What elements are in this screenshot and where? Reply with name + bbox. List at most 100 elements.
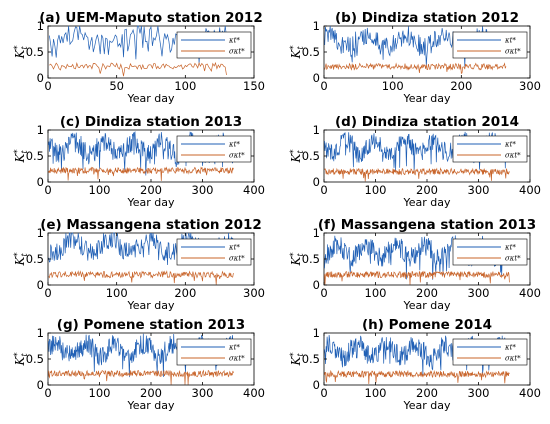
x-tick-label: 0 — [44, 286, 51, 300]
legend: κt* σκt* — [176, 338, 252, 366]
legend-box — [176, 31, 252, 59]
x-tick-label: 300 — [243, 286, 265, 300]
x-axis-label: Year day — [402, 92, 451, 105]
chart-title: (a) UEM-Maputo station 2012 — [39, 10, 262, 26]
x-tick-label: 300 — [468, 286, 490, 300]
chart-panel-5: (e) Massangena station 2012 0 100 200 300 0 0.… — [13, 217, 265, 312]
y-tick-label: 0 — [313, 175, 320, 189]
y-tick-label: 0.5 — [302, 45, 320, 59]
y-tick-label: 0.5 — [26, 352, 44, 366]
series-line-1 — [48, 130, 234, 176]
legend: κt* σκt* — [452, 238, 528, 266]
y-tick-label: 0 — [37, 71, 44, 85]
y-axis-label: K*t — [289, 353, 305, 367]
y-axis-label: K*t — [289, 46, 305, 60]
y-axis-label: K*t — [13, 46, 29, 60]
x-tick-label: 300 — [192, 386, 214, 400]
x-tick-label: 100 — [89, 183, 111, 197]
x-tick-label: 0 — [44, 79, 51, 93]
x-tick-label: 200 — [416, 183, 438, 197]
chart-title: (h) Pomene 2014 — [362, 317, 492, 333]
x-tick-label: 0 — [320, 386, 327, 400]
y-tick-label: 0 — [313, 378, 320, 392]
x-axis-label: Year day — [126, 299, 175, 312]
y-tick-label: 1 — [37, 326, 44, 340]
x-tick-label: 100 — [382, 79, 404, 93]
legend-entry: κt* — [504, 37, 516, 45]
y-tick-label: 0.5 — [302, 352, 320, 366]
x-tick-label: 150 — [243, 79, 265, 93]
x-axis-label: Year day — [402, 399, 451, 412]
y-tick-label: 0.5 — [26, 252, 44, 266]
chart-panel-2: (b) Dindiza station 2012 0 100 200 300 0 0.5 1 Y… — [289, 10, 541, 105]
legend-entry: κt* — [228, 344, 240, 352]
x-tick-label: 100 — [89, 386, 111, 400]
legend-box — [452, 338, 528, 366]
chart-title: (d) Dindiza station 2014 — [335, 114, 519, 130]
legend-entry: κt* — [504, 244, 516, 252]
x-axis-label: Year day — [126, 92, 175, 105]
x-tick-label: 200 — [450, 79, 472, 93]
legend-box — [452, 31, 528, 59]
y-tick-label: 0.5 — [302, 149, 320, 163]
x-tick-label: 0 — [44, 183, 51, 197]
x-tick-label: 200 — [174, 286, 196, 300]
chart-title: (c) Dindiza station 2013 — [60, 114, 242, 130]
chart-panel-6: (f) Massangena station 2013 0 100 200 300 400… — [289, 217, 541, 312]
x-tick-label: 100 — [365, 286, 387, 300]
x-tick-label: 200 — [140, 183, 162, 197]
x-tick-label: 400 — [519, 286, 541, 300]
x-tick-label: 0 — [320, 183, 327, 197]
series-line-2 — [324, 270, 510, 285]
x-tick-label: 100 — [365, 386, 387, 400]
y-tick-label: 1 — [313, 226, 320, 240]
y-tick-label: 1 — [37, 226, 44, 240]
chart-title: (b) Dindiza station 2012 — [335, 10, 519, 26]
x-axis-label: Year day — [126, 196, 175, 209]
legend: κt* σκt* — [452, 135, 528, 163]
x-axis-label: Year day — [402, 299, 451, 312]
x-tick-label: 400 — [519, 183, 541, 197]
y-axis-label: K*t — [289, 253, 305, 267]
x-tick-label: 0 — [320, 286, 327, 300]
x-tick-label: 100 — [365, 183, 387, 197]
series-line-2 — [324, 167, 510, 182]
y-tick-label: 1 — [37, 19, 44, 33]
y-tick-label: 1 — [313, 326, 320, 340]
y-tick-label: 1 — [313, 123, 320, 137]
series-line-2 — [48, 270, 234, 285]
y-tick-label: 0 — [313, 278, 320, 292]
chart-panel-1: (a) UEM-Maputo station 2012 0 50 100 150 0 0.5… — [13, 10, 265, 105]
legend-entry: κt* — [504, 141, 516, 149]
x-tick-label: 300 — [519, 79, 541, 93]
series-line-2 — [324, 62, 507, 75]
x-tick-label: 100 — [174, 79, 196, 93]
legend-box — [452, 238, 528, 266]
x-tick-label: 400 — [243, 386, 265, 400]
chart-panel-4: (d) Dindiza station 2014 0 100 200 300 400 0 0.… — [289, 114, 541, 209]
x-tick-label: 300 — [192, 183, 214, 197]
legend-entry: σκt* — [505, 152, 521, 160]
legend-entry: σκt* — [505, 255, 521, 263]
legend: κt* σκt* — [452, 31, 528, 59]
legend: κt* σκt* — [452, 338, 528, 366]
legend-entry: κt* — [504, 344, 516, 352]
x-tick-label: 0 — [320, 79, 327, 93]
legend-box — [176, 238, 252, 266]
x-axis-label: Year day — [402, 196, 451, 209]
chart-panel-8: (h) Pomene 2014 0 100 200 300 400 0 0.5 1 Year da… — [289, 317, 541, 412]
x-axis-label: Year day — [126, 399, 175, 412]
chart-title: (e) Massangena station 2012 — [40, 217, 262, 233]
legend-entry: σκt* — [229, 48, 245, 56]
y-tick-label: 0.5 — [26, 45, 44, 59]
x-tick-label: 400 — [243, 183, 265, 197]
x-tick-label: 100 — [106, 286, 128, 300]
chart-title: (g) Pomene station 2013 — [57, 317, 245, 333]
legend-entry: σκt* — [505, 355, 521, 363]
x-tick-label: 400 — [519, 386, 541, 400]
legend-entry: σκt* — [229, 255, 245, 263]
y-tick-label: 1 — [37, 123, 44, 137]
legend-entry: κt* — [228, 141, 240, 149]
y-axis-label: K*t — [289, 150, 305, 164]
y-tick-label: 0 — [37, 278, 44, 292]
